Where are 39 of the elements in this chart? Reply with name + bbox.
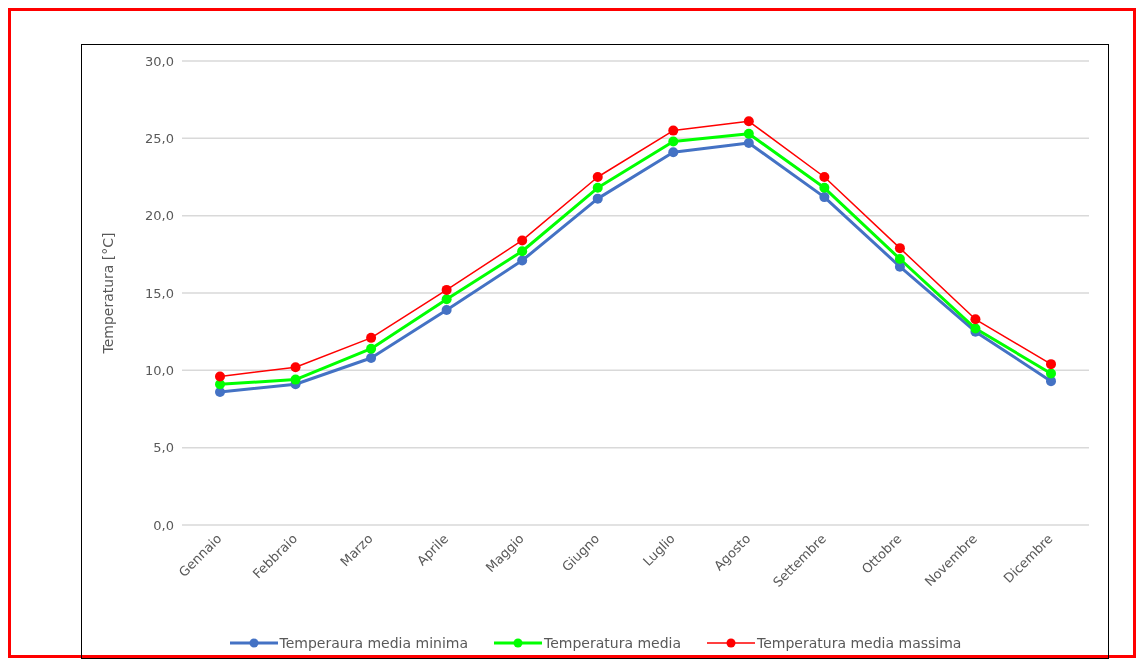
point	[290, 374, 301, 385]
point	[290, 362, 301, 373]
point	[215, 371, 225, 382]
y-tick-label: 30,0	[145, 53, 174, 69]
point	[1046, 368, 1056, 379]
point	[366, 343, 377, 354]
legend-label: Temperatura media massima	[756, 635, 962, 651]
point	[668, 147, 679, 158]
point	[668, 125, 679, 136]
point	[819, 182, 830, 193]
point	[366, 352, 377, 363]
point	[894, 253, 905, 264]
point	[819, 192, 830, 203]
point	[592, 182, 603, 193]
point	[592, 193, 603, 204]
y-axis-title: Temperatura [°C]	[99, 232, 116, 355]
y-tick-label: 15,0	[145, 285, 174, 301]
point	[819, 172, 830, 182]
point	[1046, 359, 1056, 370]
point	[743, 137, 754, 148]
point	[517, 235, 528, 246]
y-tick-label: 5,0	[153, 440, 174, 456]
y-tick-label: 25,0	[145, 130, 174, 146]
point	[668, 136, 679, 147]
y-tick-label: 20,0	[145, 208, 174, 224]
point	[970, 314, 981, 325]
point	[894, 243, 905, 254]
point	[743, 128, 754, 139]
legend-label: Temperaura media minima	[278, 635, 469, 651]
point	[441, 305, 452, 316]
point	[517, 255, 528, 266]
point	[517, 246, 528, 257]
point	[366, 332, 377, 343]
point	[441, 284, 452, 295]
y-tick-label: 0,0	[153, 517, 174, 533]
legend-label: Temperatura media	[543, 635, 682, 651]
y-tick-label: 10,0	[145, 362, 174, 378]
point	[743, 116, 754, 127]
point	[441, 294, 452, 305]
